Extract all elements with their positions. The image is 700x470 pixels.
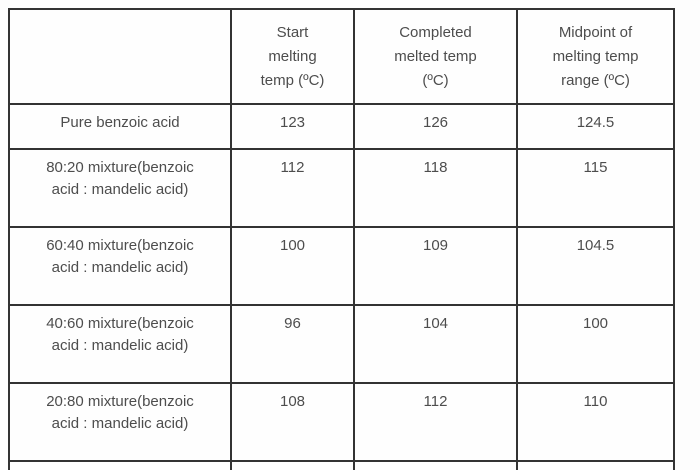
table-row-pure-benzoic-acid: Pure benzoic acid 123 126 124.5 [8,103,675,150]
header-line: melting [268,47,317,65]
table-row-80-20-mixture: 80:20 mixture(benzoic acid : mandelic ac… [8,148,675,228]
value-start-melting-temp: 108 [230,382,355,462]
row-label: 40:60 mixture(benzoic acid : mandelic ac… [8,304,232,384]
row-label: 60:40 mixture(benzoic acid : mandelic ac… [8,226,232,306]
value-start-melting-temp: 117 [230,460,355,470]
value-midpoint-range: 110 [516,382,675,462]
value-start-melting-temp: 112 [230,148,355,228]
melting-point-table: Start melting temp (ºC) Completed melted… [8,8,675,470]
row-label-line: 20:80 mixture(benzoic [46,393,194,410]
value-start-melting-temp: 123 [230,103,355,150]
header-line: melted temp [394,47,477,65]
header-line: temp (ºC) [260,71,325,89]
row-label-line: acid : mandelic acid) [51,337,189,354]
value-completed-melted-temp: 104 [353,304,518,384]
header-line: melting temp [552,47,639,65]
header-line: (ºC) [422,71,449,89]
value-completed-melted-temp: 109 [353,226,518,306]
value-midpoint-range: 120.5 [516,460,675,470]
value-midpoint-range: 100 [516,304,675,384]
header-cell-start-melting-temp: Start melting temp (ºC) [230,8,355,105]
header-line: Midpoint of [558,23,633,41]
row-label: 80:20 mixture(benzoic acid : mandelic ac… [8,148,232,228]
row-label-line: acid : mandelic acid) [51,259,189,276]
row-label: Pure benzoic acid [8,103,232,150]
value-start-melting-temp: 100 [230,226,355,306]
row-label-line: 60:40 mixture(benzoic [46,237,194,254]
row-label: 20:80 mixture(benzoic acid : mandelic ac… [8,382,232,462]
value-midpoint-range: 115 [516,148,675,228]
header-cell-completed-melted-temp: Completed melted temp (ºC) [353,8,518,105]
value-completed-melted-temp: 126 [353,103,518,150]
value-start-melting-temp: 96 [230,304,355,384]
row-label-line: Pure benzoic acid [60,114,180,131]
table-header-row: Start melting temp (ºC) Completed melted… [8,8,675,105]
row-label: Pure mandelic acid [8,460,232,470]
row-label-line: acid : mandelic acid) [51,415,189,432]
table-row-20-80-mixture: 20:80 mixture(benzoic acid : mandelic ac… [8,382,675,462]
row-label-line: 40:60 mixture(benzoic [46,315,194,332]
header-line: range (ºC) [561,71,630,89]
header-cell-midpoint-range: Midpoint of melting temp range (ºC) [516,8,675,105]
row-label-line: acid : mandelic acid) [51,181,189,198]
row-label-line: 80:20 mixture(benzoic [46,159,194,176]
table-row-40-60-mixture: 40:60 mixture(benzoic acid : mandelic ac… [8,304,675,384]
header-cell-empty [8,8,232,105]
value-completed-melted-temp: 112 [353,382,518,462]
value-midpoint-range: 124.5 [516,103,675,150]
value-completed-melted-temp: 118 [353,148,518,228]
value-completed-melted-temp: 124 [353,460,518,470]
header-line: Completed [399,23,472,41]
value-midpoint-range: 104.5 [516,226,675,306]
header-line: Start [276,23,309,41]
table-row-pure-mandelic-acid: Pure mandelic acid 117 124 120.5 [8,460,675,470]
table-row-60-40-mixture: 60:40 mixture(benzoic acid : mandelic ac… [8,226,675,306]
